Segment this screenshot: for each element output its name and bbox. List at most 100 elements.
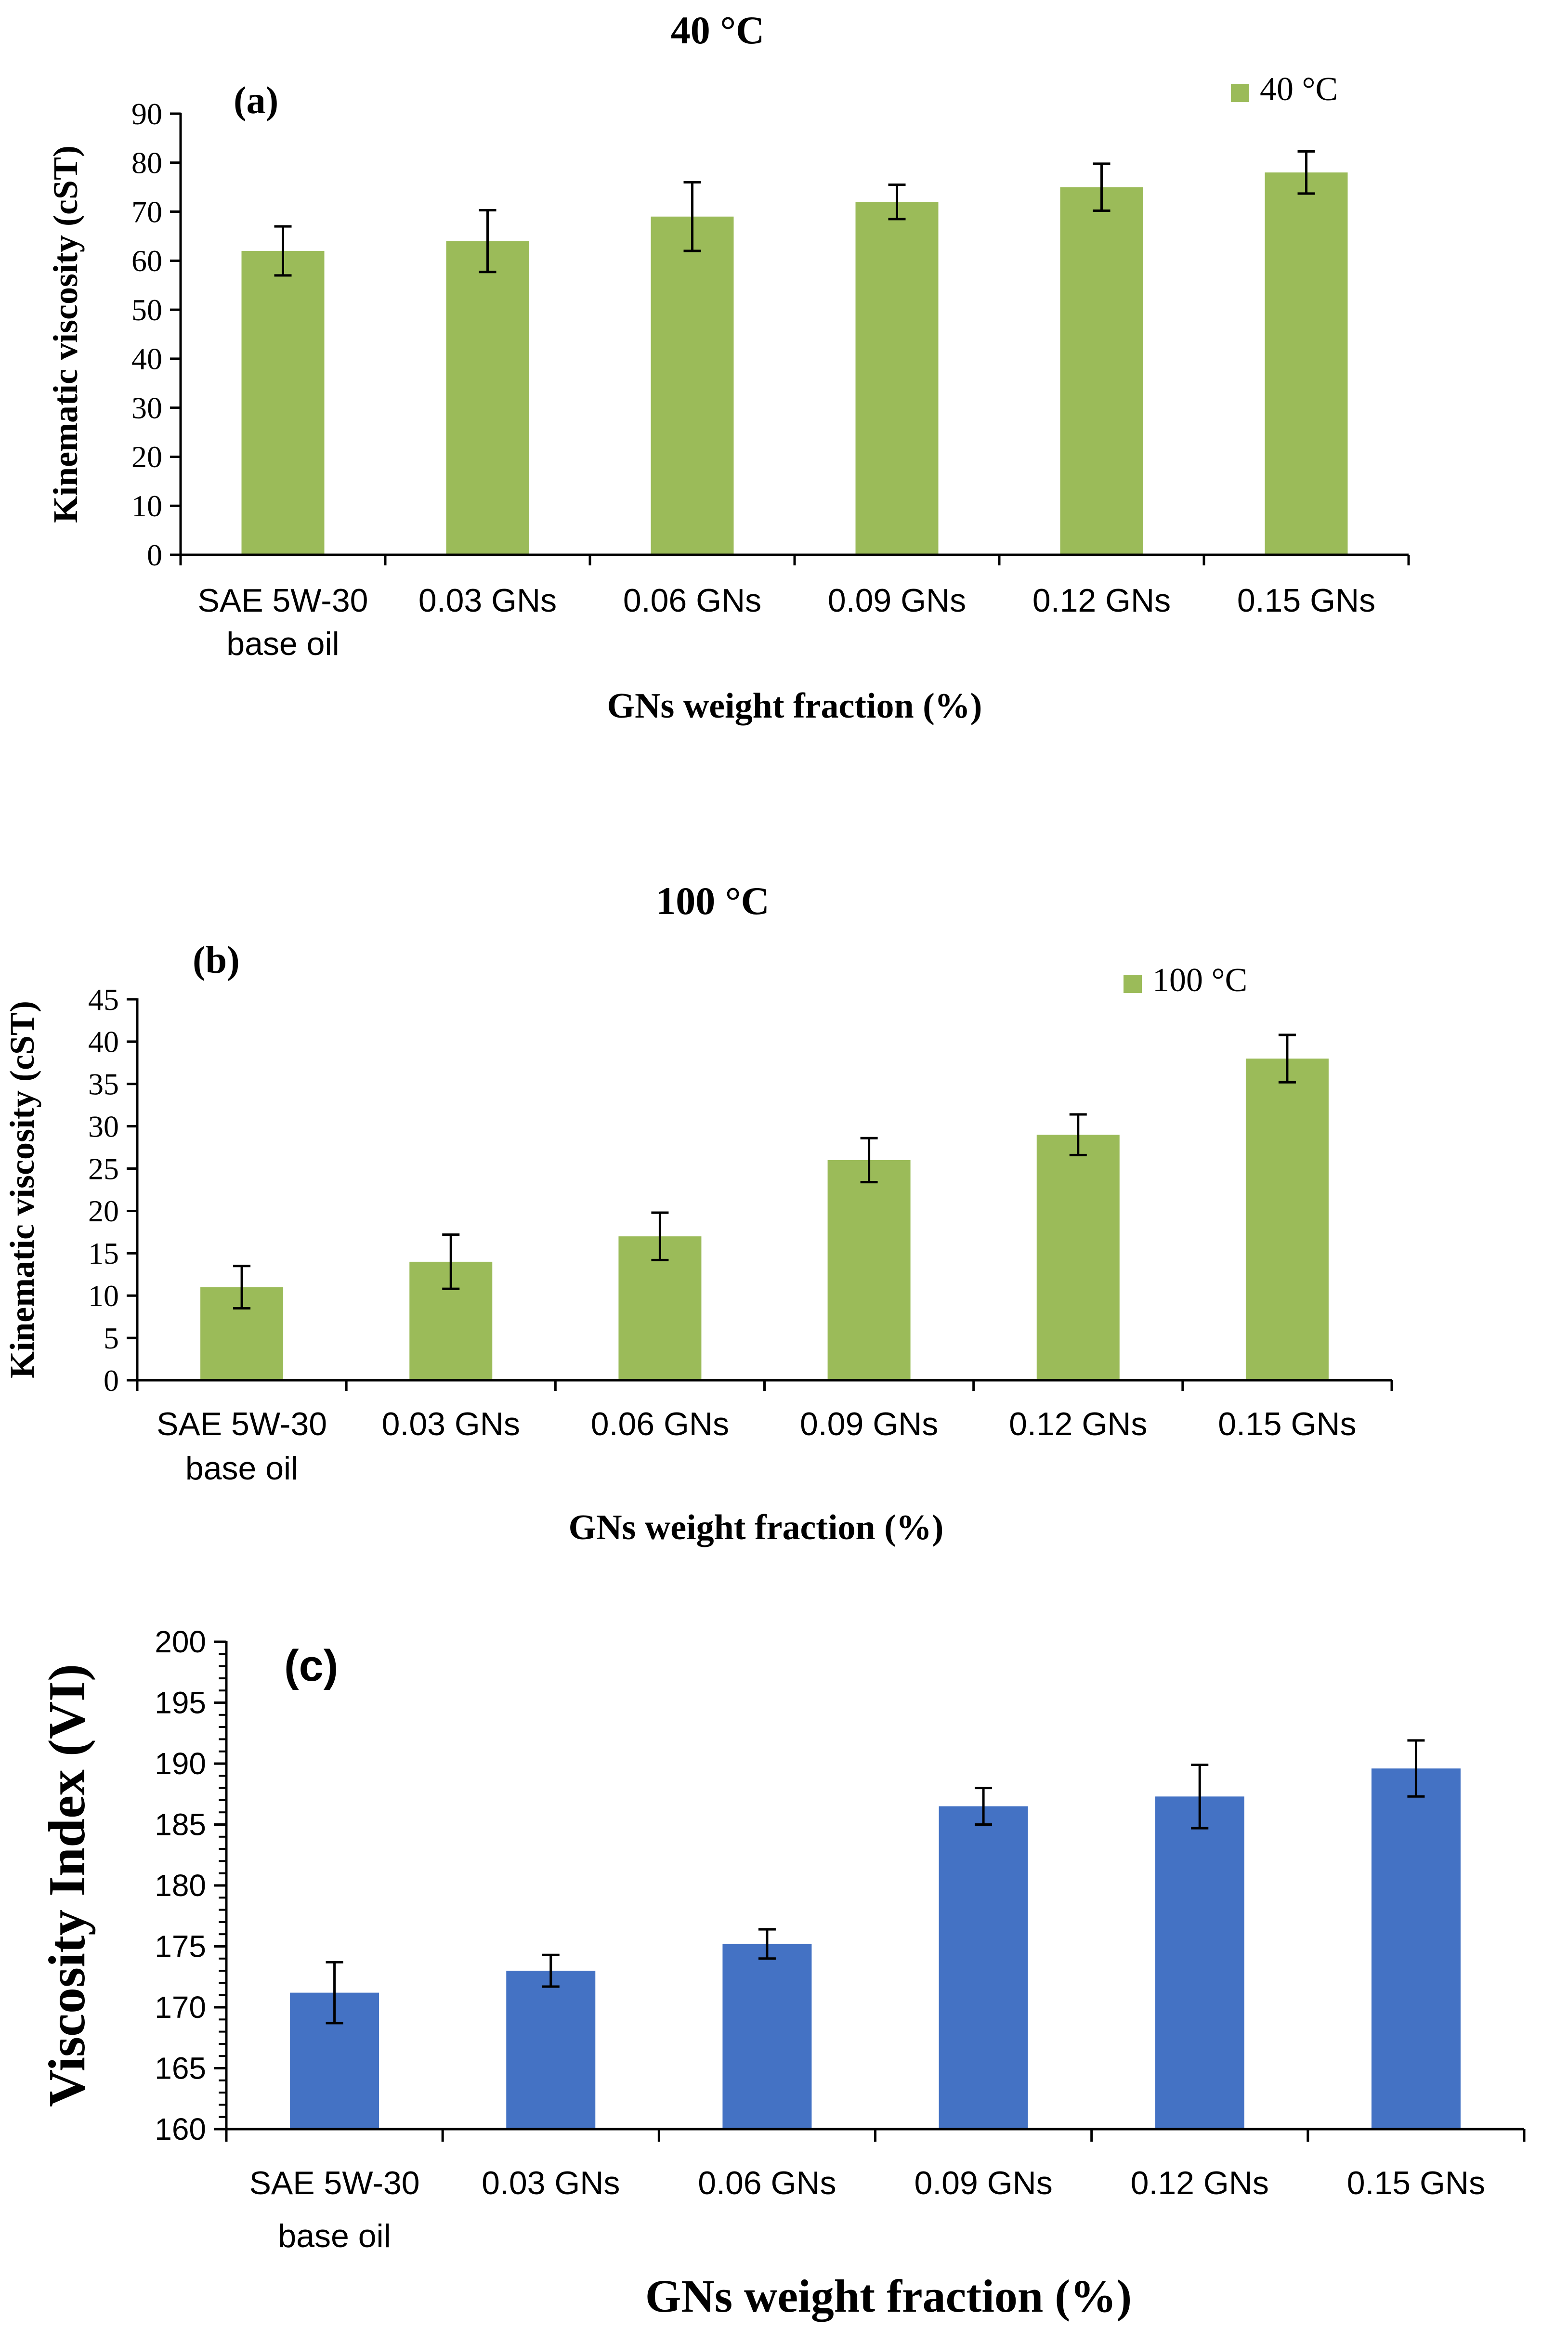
error-bar-6: [1407, 1739, 1425, 1798]
x-tick-label: 0.06 GNs: [698, 2165, 836, 2201]
y-tick-label: 60: [131, 244, 162, 278]
bar-4: [855, 202, 939, 555]
y-tick-label: 170: [155, 1990, 206, 2025]
error-bar-1: [274, 225, 292, 277]
x-tick-label: 0.06 GNs: [623, 582, 761, 619]
bar-2: [446, 241, 529, 555]
y-tick-label: 40: [88, 1025, 119, 1059]
bar-1: [241, 250, 325, 555]
error-bar-4: [860, 1137, 878, 1184]
error-bar-2: [442, 1233, 460, 1290]
x-tick-label: 0.03 GNs: [418, 582, 557, 619]
bar-4: [939, 1806, 1028, 2129]
y-tick-label: 185: [155, 1807, 206, 1842]
legend-label: 100 °C: [1152, 962, 1247, 999]
y-tick-label: 40: [131, 342, 162, 376]
error-bar-2: [479, 209, 497, 274]
y-tick-label: 180: [155, 1868, 206, 1903]
y-axis-label: Viscosity Index (VI): [39, 1664, 96, 2107]
y-tick-label: 45: [88, 982, 119, 1017]
y-tick-label: 195: [155, 1685, 206, 1720]
chart-title: 40 °C: [671, 8, 765, 52]
error-bar-3: [683, 181, 701, 252]
bar-5: [1155, 1796, 1244, 2129]
error-bar-3: [651, 1211, 669, 1261]
y-tick-label: 5: [104, 1321, 119, 1355]
legend: 100 °C: [1124, 962, 1247, 999]
y-tick-label: 190: [155, 1746, 206, 1781]
y-tick-label: 25: [88, 1151, 119, 1186]
error-bar-6: [1297, 150, 1315, 195]
error-bar-1: [326, 1961, 343, 2025]
x-tick-label: base oil: [185, 1450, 298, 1487]
bar-5: [1060, 187, 1143, 555]
x-tick-label: 0.15 GNs: [1347, 2165, 1485, 2201]
y-tick-label: 20: [88, 1194, 119, 1228]
x-tick-label: 0.12 GNs: [1009, 1406, 1147, 1442]
error-bar-1: [233, 1265, 251, 1310]
y-tick-label: 30: [131, 391, 162, 425]
y-tick-label: 10: [88, 1279, 119, 1313]
legend-swatch: [1124, 975, 1142, 993]
y-axis-label: Kinematic viscosity (cST): [46, 145, 85, 523]
y-tick-label: 10: [131, 489, 162, 523]
y-tick-label: 175: [155, 1929, 206, 1963]
y-tick-label: 200: [155, 1624, 206, 1659]
bar-4: [827, 1160, 911, 1380]
y-tick-label: 15: [88, 1236, 119, 1270]
y-tick-label: 20: [131, 440, 162, 474]
bar-3: [722, 1944, 812, 2129]
y-axis-label: Kinematic viscosity (cST): [3, 1001, 41, 1378]
x-tick-label: 0.12 GNs: [1131, 2165, 1269, 2201]
x-tick-label: 0.15 GNs: [1218, 1406, 1356, 1442]
x-tick-label: base oil: [278, 2218, 391, 2254]
x-tick-label: base oil: [226, 626, 339, 662]
error-bar-2: [542, 1953, 560, 1988]
bar-6: [1371, 1768, 1461, 2129]
panel-b-100c: 100 °C 0 5 10 15 20 25 30 35 40 45 SAE 5W-30 base oi…: [3, 879, 1393, 1547]
panel-label: (b): [193, 939, 240, 981]
error-bar-5: [1093, 162, 1111, 212]
x-axis-label: GNs weight fraction (%): [569, 1508, 944, 1547]
error-bar-5: [1069, 1113, 1087, 1156]
y-tick-label: 165: [155, 2051, 206, 2085]
x-tick-label: 0.12 GNs: [1032, 582, 1171, 619]
y-tick-label: 90: [131, 97, 162, 131]
x-axis-label: GNs weight fraction (%): [645, 2270, 1132, 2322]
legend-swatch: [1231, 84, 1249, 102]
x-tick-label: 0.09 GNs: [914, 2165, 1052, 2201]
bar-3: [651, 216, 734, 555]
y-tick-label: 0: [147, 538, 162, 572]
legend-label: 40 °C: [1260, 71, 1338, 108]
x-tick-label: SAE 5W-30: [157, 1406, 327, 1442]
y-tick-label: 0: [104, 1363, 119, 1398]
x-tick-label: SAE 5W-30: [249, 2165, 420, 2201]
bar-6: [1265, 172, 1348, 555]
legend: 40 °C: [1231, 71, 1338, 108]
y-tick-label: 80: [131, 146, 162, 180]
x-tick-label: 0.03 GNs: [382, 1406, 520, 1442]
y-tick-label: 35: [88, 1067, 119, 1101]
x-tick-label: SAE 5W-30: [197, 582, 368, 619]
x-tick-label: 0.06 GNs: [591, 1406, 729, 1442]
panel-label: (c): [284, 1641, 338, 1690]
bar-6: [1245, 1059, 1329, 1380]
chart-title: 100 °C: [656, 879, 770, 923]
panel-a-40c: 40 °C 0 10 20 30 40 50 60 70 80 90 SAE 5W-30 base oi…: [46, 8, 1410, 726]
error-bar-3: [758, 1928, 776, 1960]
error-bar-4: [888, 183, 906, 221]
panel-label: (a): [234, 79, 278, 122]
y-tick-label: 70: [131, 195, 162, 229]
bar-2: [506, 1971, 596, 2129]
panel-c-viscosity-index: 160 165 170 175 180 185 190 195 200 SAE 5W-30 base…: [39, 1624, 1526, 2322]
error-bar-5: [1191, 1764, 1209, 1830]
x-tick-label: 0.15 GNs: [1237, 582, 1375, 619]
error-bar-6: [1278, 1034, 1296, 1084]
x-tick-label: 0.09 GNs: [828, 582, 966, 619]
y-tick-label: 160: [155, 2112, 206, 2146]
y-tick-label: 50: [131, 293, 162, 327]
x-axis-label: GNs weight fraction (%): [607, 686, 982, 726]
bar-5: [1036, 1135, 1120, 1380]
error-bar-4: [975, 1787, 993, 1826]
